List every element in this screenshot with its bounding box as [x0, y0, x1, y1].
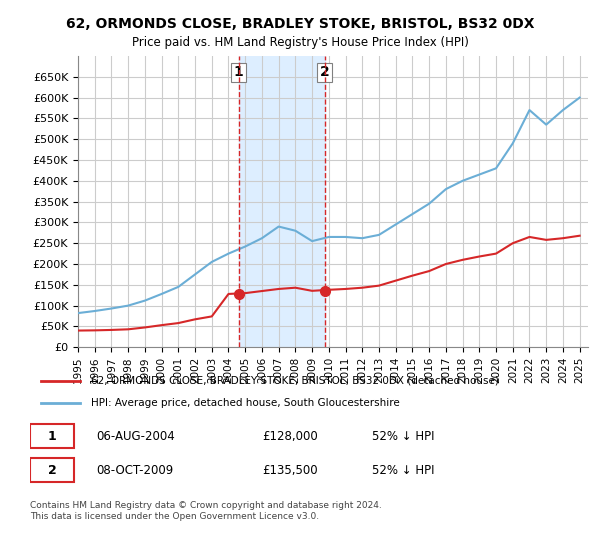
Text: 2: 2	[48, 464, 56, 477]
Text: Price paid vs. HM Land Registry's House Price Index (HPI): Price paid vs. HM Land Registry's House …	[131, 36, 469, 49]
Text: £135,500: £135,500	[262, 464, 317, 477]
Text: £128,000: £128,000	[262, 430, 317, 442]
Text: HPI: Average price, detached house, South Gloucestershire: HPI: Average price, detached house, Sout…	[91, 398, 400, 408]
FancyBboxPatch shape	[30, 458, 74, 482]
Text: 1: 1	[48, 430, 56, 442]
Text: Contains HM Land Registry data © Crown copyright and database right 2024.
This d: Contains HM Land Registry data © Crown c…	[30, 501, 382, 521]
Text: 1: 1	[233, 66, 244, 80]
Text: 52% ↓ HPI: 52% ↓ HPI	[372, 464, 435, 477]
Text: 52% ↓ HPI: 52% ↓ HPI	[372, 430, 435, 442]
Text: 2: 2	[320, 66, 329, 80]
Text: 62, ORMONDS CLOSE, BRADLEY STOKE, BRISTOL, BS32 0DX: 62, ORMONDS CLOSE, BRADLEY STOKE, BRISTO…	[66, 17, 534, 31]
Text: 06-AUG-2004: 06-AUG-2004	[96, 430, 175, 442]
Text: 08-OCT-2009: 08-OCT-2009	[96, 464, 173, 477]
FancyBboxPatch shape	[30, 424, 74, 448]
Text: 62, ORMONDS CLOSE, BRADLEY STOKE, BRISTOL, BS32 0DX (detached house): 62, ORMONDS CLOSE, BRADLEY STOKE, BRISTO…	[91, 376, 499, 386]
Bar	[239, 56, 325, 347]
